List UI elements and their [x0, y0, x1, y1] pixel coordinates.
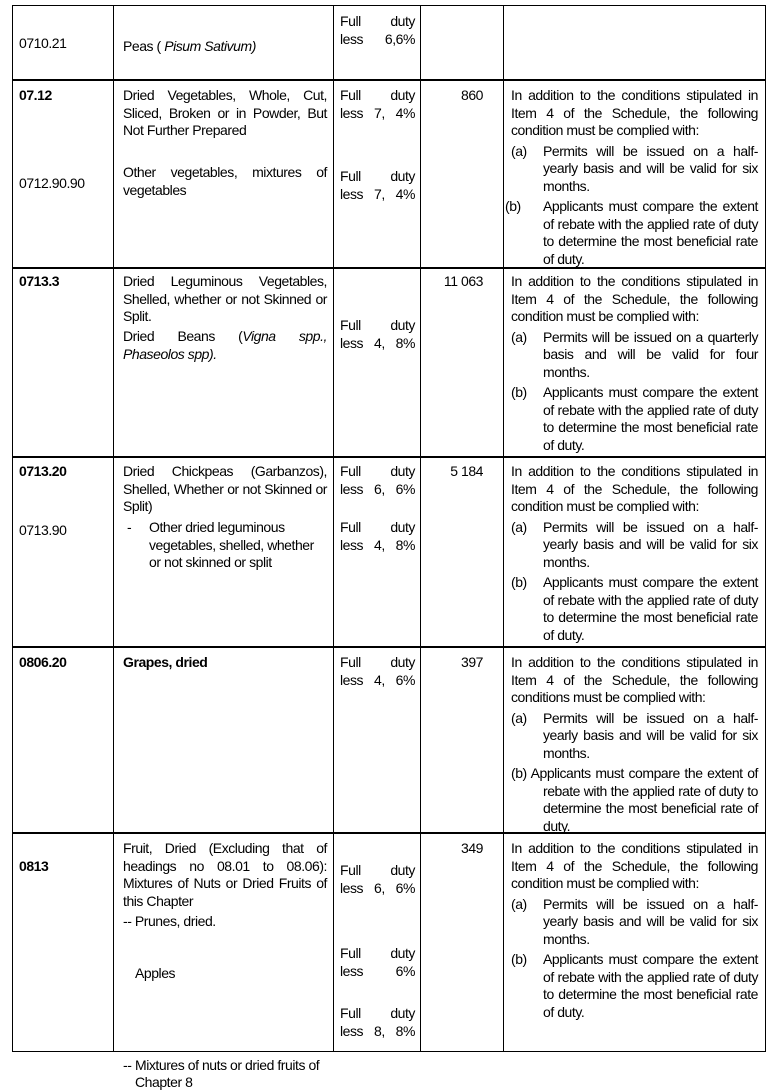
condition-text: Applicants must compare the extent of re… [543, 384, 758, 453]
conditions: In addition to the conditions stipulated… [511, 463, 758, 644]
list-marker: (a) [511, 895, 527, 912]
duty-rate-sub: Full duty less 6% [340, 945, 415, 979]
tariff-subcode: 0713.90 [19, 522, 67, 538]
conditions-intro: In addition to the conditions stipulated… [511, 840, 758, 891]
condition-b: (b) Applicants must compare the extent o… [511, 765, 758, 834]
condition-text: Permits will be issued on a half-yearly … [543, 142, 758, 194]
description-mixtures: -- Mixtures of nuts or dried fruits of Ch… [123, 1057, 327, 1092]
rebate-table [12, 5, 766, 1052]
list-marker: (a) [511, 518, 527, 535]
condition-text: Permits will be issued on a quarterly ba… [543, 328, 758, 380]
condition-b: (b) Applicants must compare the extent of… [511, 951, 758, 1021]
tariff-code: 0813 [19, 858, 49, 874]
condition-text: Permits will be issued on a half-yearly … [543, 709, 758, 761]
condition-a: (a) Permits will be issued on a half-year… [511, 896, 758, 949]
row-divider [12, 267, 766, 269]
row-divider [12, 79, 766, 81]
condition-b: (b) Applicants must compare the extent of… [505, 198, 758, 268]
description-italic: Pisum Sativum) [160, 38, 256, 54]
duty-rate: Full duty less 6, 6% [340, 862, 415, 896]
quantity: 5 184 [450, 463, 483, 479]
duty-rate: Full duty less 6,6% [340, 13, 415, 47]
condition-b: (b) Applicants must compare the extent of… [511, 574, 758, 644]
description: Dried Vegetables, Whole, Cut, Sliced, Br… [123, 87, 327, 138]
condition-text: Permits will be issued on a half-yearly … [543, 895, 758, 947]
tariff-code: 0806.20 [19, 654, 67, 670]
conditions: In addition to the conditions stipulated… [511, 273, 758, 454]
conditions: In addition to the conditions stipulated… [511, 654, 758, 835]
description-apples: Apples [135, 965, 176, 981]
list-marker: (a) [511, 709, 527, 726]
list-marker: (b) [511, 574, 527, 590]
quantity: 349 [460, 840, 483, 856]
description-text: Dried Beans ( [123, 328, 243, 344]
list-marker: (a) [511, 142, 527, 159]
conditions-intro: In addition to the conditions stipulated… [511, 87, 758, 138]
description-text: Mixtures of nuts or dried fruits of Chap… [135, 1056, 320, 1091]
tariff-subcode: 0712.90.90 [19, 175, 85, 191]
condition-text: Applicants must compare the extent of re… [543, 198, 758, 267]
condition-text: Applicants must compare the extent of re… [543, 574, 758, 643]
duty-rate: Full duty less 4, 6% [340, 654, 415, 688]
list-marker: - [127, 519, 132, 535]
condition-b: (b) Applicants must compare the extent of… [511, 384, 758, 454]
list-marker: (b) [511, 384, 527, 400]
conditions: In addition to the conditions stipulated… [511, 840, 758, 1021]
list-marker: -- [123, 1056, 132, 1073]
description: Dried Leguminous Vegetables, Shelled, wh… [123, 273, 327, 324]
row-divider [12, 832, 766, 834]
condition-text: Applicants must compare the extent of re… [543, 951, 758, 1020]
tariff-code: 0710.21 [19, 35, 67, 51]
description: Fruit, Dried (Excluding that of headings… [123, 840, 327, 909]
condition-text: Permits will be issued on a half-yearly … [543, 518, 758, 570]
description-italic: Vigna spp., Phaseolos spp). [123, 328, 327, 362]
column-divider [333, 5, 335, 1052]
column-divider [503, 5, 505, 1052]
conditions-intro: In addition to the conditions stipulated… [511, 463, 758, 514]
conditions-intro: In addition to the conditions stipulated… [511, 273, 758, 324]
condition-a: (a) Permits will be issued on a half-year… [511, 519, 758, 572]
description-sub: Dried Beans (Vigna spp., Phaseolos spp). [123, 328, 327, 363]
description-sub: Other vegetables, mixtures of vegetables [123, 164, 327, 198]
duty-rate: Full duty less 6, 6% [340, 463, 415, 497]
tariff-code: 07.12 [19, 87, 52, 103]
list-marker: (a) [511, 328, 527, 345]
row-divider [12, 456, 766, 458]
description: Grapes, dried [123, 654, 208, 670]
conditions-intro: In addition to the conditions stipulated… [511, 654, 758, 705]
description-text: Other dried leguminous vegetables, shell… [149, 519, 314, 570]
quantity: 11 063 [443, 273, 484, 289]
column-divider [113, 5, 115, 1052]
description-sub: - Other dried leguminous vegetables, shel… [127, 519, 327, 572]
quantity: 397 [460, 654, 483, 670]
conditions: In addition to the conditions stipulated… [505, 87, 758, 268]
row-divider [12, 646, 766, 648]
list-marker: (b) [505, 198, 521, 214]
list-marker: (b) [511, 951, 527, 967]
condition-a: (a) Permits will be issued on a half-year… [511, 143, 758, 196]
description-sub: -- Prunes, dried. [123, 913, 216, 929]
description: Peas ( Pisum Sativum) [123, 38, 327, 56]
quantity: 860 [460, 87, 483, 103]
tariff-code: 0713.20 [19, 463, 67, 479]
tariff-code: 0713.3 [19, 273, 60, 289]
column-divider [420, 5, 422, 1052]
duty-rate: Full duty less 4, 8% [340, 317, 415, 351]
duty-rate-sub: Full duty less 7, 4% [340, 168, 415, 202]
description: Dried Chickpeas (Garbanzos), Shelled, Wh… [123, 463, 327, 514]
condition-a: (a) Permits will be issued on a quarterly… [511, 329, 758, 382]
description-text: Peas ( [123, 38, 161, 54]
duty-rate-sub: Full duty less 4, 8% [340, 519, 415, 553]
duty-rate: Full duty less 7, 4% [340, 87, 415, 121]
condition-a: (a) Permits will be issued on a half-year… [511, 710, 758, 763]
duty-rate-sub: Full duty less 8, 8% [340, 1005, 415, 1039]
